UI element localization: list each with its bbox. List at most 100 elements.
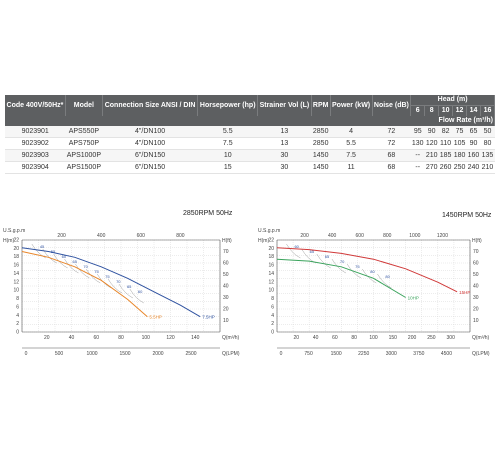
efficiency-curve bbox=[53, 253, 68, 269]
y-tick-label: 4 bbox=[271, 313, 274, 319]
efficiency-label: 80 bbox=[385, 274, 390, 279]
efficiency-curve bbox=[362, 268, 377, 284]
chart-title-2850: 2850RPM 50Hz bbox=[183, 210, 233, 217]
efficiency-curve bbox=[346, 263, 362, 279]
table-cell-flow: 240 bbox=[466, 161, 481, 174]
efficiency-label: 60 bbox=[62, 254, 67, 259]
head-value: 8 bbox=[424, 105, 440, 116]
table-cell-model: APS1500P bbox=[65, 161, 103, 174]
y-tick-label: 4 bbox=[16, 313, 19, 319]
efficiency-label: 60 bbox=[138, 289, 143, 294]
table-cell-flow: 210 bbox=[480, 161, 495, 174]
y-tick-label: 18 bbox=[268, 254, 274, 260]
efficiency-curve bbox=[75, 263, 90, 279]
top-tick-label: 800 bbox=[383, 233, 392, 239]
y-right-tick-label: 60 bbox=[473, 261, 479, 267]
table-cell-connection: 6"/DN150 bbox=[102, 161, 198, 174]
efficiency-label: 60 bbox=[294, 244, 299, 249]
col-connection: Connection Size ANSI / DIN bbox=[102, 95, 199, 116]
x-tick-label: 200 bbox=[408, 335, 417, 341]
series-label-10hp: 10HP bbox=[408, 296, 419, 301]
table-cell-power: 4 bbox=[330, 126, 373, 138]
efficiency-curve bbox=[86, 268, 101, 284]
table-cell-connection: 6"/DN150 bbox=[102, 149, 198, 162]
x-tick-label: 40 bbox=[313, 335, 319, 341]
x-axis-label: Q(m³/h) bbox=[472, 335, 490, 341]
x-tick-label: 80 bbox=[118, 335, 124, 341]
col-flow-label: Flow Rate (m³/h) bbox=[410, 116, 495, 126]
x-tick-label: 20 bbox=[44, 335, 50, 341]
table-cell-rpm: 1450 bbox=[311, 149, 331, 162]
col-hp: Horsepower (hp) bbox=[197, 95, 259, 116]
y-tick-label: 16 bbox=[268, 263, 274, 269]
head-value: 10 bbox=[438, 105, 454, 116]
efficiency-label: 75 bbox=[105, 274, 110, 279]
table-cell-flow: -- bbox=[410, 161, 425, 174]
x2-tick-label: 2500 bbox=[185, 351, 196, 357]
x2-tick-label: 2000 bbox=[152, 351, 163, 357]
top-tick-label: 200 bbox=[57, 233, 66, 239]
col-head-group: Head (m) bbox=[410, 95, 495, 106]
table-cell-rpm: 1450 bbox=[311, 161, 331, 174]
y-right-tick-label: 30 bbox=[223, 295, 229, 301]
table-cell-noise: 68 bbox=[372, 149, 411, 162]
col-strainer: Strainer Vol (L) bbox=[257, 95, 312, 116]
top-tick-label: 400 bbox=[97, 233, 106, 239]
top-tick-label: 200 bbox=[300, 233, 309, 239]
table-cell-connection: 4"/DN100 bbox=[102, 126, 198, 138]
efficiency-label: 55 bbox=[51, 249, 56, 254]
table-cell-hp: 5.5 bbox=[197, 126, 258, 138]
table-cell-power: 7.5 bbox=[330, 149, 373, 162]
table-cell-strainer: 30 bbox=[257, 161, 312, 174]
efficiency-curve bbox=[129, 288, 144, 304]
efficiency-label: 80 bbox=[370, 269, 375, 274]
table-cell-flow: 50 bbox=[480, 126, 495, 138]
x-tick-label: 80 bbox=[351, 335, 357, 341]
table-cell-power: 11 bbox=[330, 161, 373, 174]
table-cell-flow: 105 bbox=[452, 137, 467, 150]
series-line-5.5hp bbox=[21, 251, 148, 318]
x2-axis-label: Q(LPM) bbox=[222, 351, 240, 357]
x2-tick-label: 750 bbox=[304, 351, 313, 357]
x2-tick-label: 0 bbox=[280, 351, 283, 357]
table-cell-flow: 180 bbox=[452, 149, 467, 162]
x-tick-label: 120 bbox=[166, 335, 175, 341]
series-label-5.5hp: 5.5HP bbox=[149, 315, 162, 320]
efficiency-curve bbox=[118, 283, 134, 299]
table-cell-flow: -- bbox=[410, 149, 425, 162]
y-right-tick-label: 20 bbox=[223, 307, 229, 313]
y-tick-label: 10 bbox=[268, 288, 274, 294]
x2-tick-label: 4500 bbox=[441, 351, 452, 357]
y-right-tick-label: 50 bbox=[473, 272, 479, 278]
x2-tick-label: 1500 bbox=[331, 351, 342, 357]
y-right-tick-label: 10 bbox=[223, 318, 229, 324]
table-cell-flow: 120 bbox=[424, 137, 439, 150]
y-tick-label: 2 bbox=[16, 321, 19, 327]
x2-tick-label: 2250 bbox=[358, 351, 369, 357]
table-cell-hp: 10 bbox=[197, 149, 258, 162]
pump-curve-chart-1450: 0 2 4 6 8 10 12 14 16 18 20 22 10 20 30 40 50 60 70 20 40 60 8… bbox=[258, 228, 490, 357]
table-cell-hp: 15 bbox=[197, 161, 258, 174]
y-tick-label: 6 bbox=[271, 304, 274, 310]
table-row: 9023901 APS550P 4"/DN100 5.5 13 2850 4 72 95 90 82… bbox=[5, 126, 495, 138]
table-cell-strainer: 13 bbox=[257, 126, 312, 138]
y-tick-label: 20 bbox=[268, 246, 274, 252]
efficiency-label: 65 bbox=[325, 254, 330, 259]
efficiency-label: 75 bbox=[355, 264, 360, 269]
table-cell-code: 9023904 bbox=[5, 161, 66, 174]
col-rpm: RPM bbox=[311, 95, 331, 116]
col-noise: Noise (dB) bbox=[372, 95, 412, 116]
x-tick-label: 140 bbox=[191, 335, 200, 341]
x2-tick-label: 1500 bbox=[119, 351, 130, 357]
y-right-tick-label: 40 bbox=[223, 284, 229, 290]
y-right-tick-label: 20 bbox=[473, 307, 479, 313]
x-tick-label: 100 bbox=[142, 335, 151, 341]
table-cell-flow: 95 bbox=[410, 126, 425, 138]
efficiency-label: 65 bbox=[127, 284, 132, 289]
x-tick-label: 100 bbox=[369, 335, 378, 341]
y-tick-label: 14 bbox=[13, 271, 19, 277]
efficiency-curve bbox=[31, 243, 46, 259]
efficiency-curve bbox=[316, 253, 331, 269]
table-cell-flow: 130 bbox=[410, 137, 425, 150]
table-row: 9023903 APS1000P 6"/DN150 10 30 1450 7.5 68 -- 21… bbox=[5, 149, 495, 162]
